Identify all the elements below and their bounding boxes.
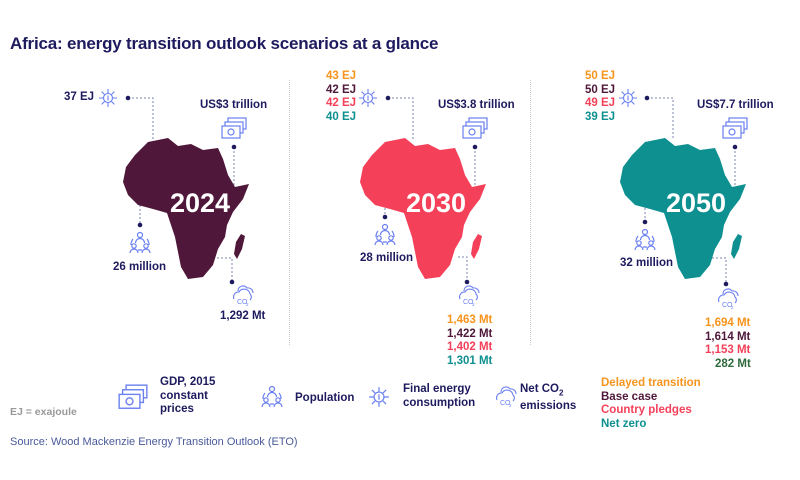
sun-energy-icon [358, 88, 378, 108]
scenario-country-pledges: Country pledges [601, 404, 692, 416]
energy-value: 37 EJ [64, 91, 95, 103]
legend-population: Population [295, 392, 355, 404]
emissions-values: 1,292 Mt [220, 310, 265, 324]
legend-emissions-text: Net CO [520, 383, 559, 395]
sun-energy-icon [618, 88, 638, 108]
energy-value-pledges: 49 EJ [585, 97, 616, 109]
energy-value-base: 50 EJ [585, 83, 616, 96]
year-label: 2050 [665, 188, 727, 218]
energy-value-base: 42 EJ [326, 83, 357, 96]
energy-value-net-zero: 39 EJ [585, 110, 616, 123]
gdp-value: US$7.7 trillion [697, 99, 774, 111]
gdp-value: US$3 trillion [200, 99, 268, 111]
legend-energy-line: consumption [403, 396, 476, 409]
population-value: 28 million [360, 252, 414, 264]
emissions-value-delayed: 1,694 Mt [705, 317, 751, 329]
energy-value-pledges: 42 EJ [326, 97, 357, 109]
scenario-delayed-transition: Delayed transition [601, 377, 701, 389]
legend-emissions-line: emissions [520, 399, 577, 412]
emissions-value-pledges: 1,402 Mt [447, 341, 493, 353]
population-icon [129, 231, 151, 255]
legend-gdp-line: GDP, 2015 [160, 376, 216, 388]
co2-cloud-icon [230, 285, 254, 307]
energy-values: 50 EJ 50 EJ 49 EJ 39 EJ [585, 70, 615, 124]
population-icon [634, 228, 656, 252]
population-value: 32 million [620, 257, 674, 269]
year-label: 2030 [405, 188, 467, 218]
panel-divider [530, 80, 531, 345]
legend-gdp-line: constant [160, 389, 208, 402]
emissions-value-pledges: 1,153 Mt [705, 344, 751, 356]
year-label: 2024 [169, 188, 231, 218]
ej-note: EJ = exajoule [10, 406, 77, 418]
emissions-value-base: 1,422 Mt [447, 327, 493, 340]
scenario-legend: Delayed transition Base case Country ple… [601, 377, 701, 431]
energy-values: 43 EJ 42 EJ 42 EJ 40 EJ [326, 70, 356, 124]
subscript: 2 [558, 388, 564, 398]
emissions-values: 1,694 Mt 1,614 Mt 1,153 Mt 282 Mt [705, 317, 751, 371]
money-icon [221, 117, 247, 143]
legend-gdp-line: prices [160, 403, 194, 415]
population-value: 26 million [113, 261, 167, 273]
page-title: Africa: energy transition outlook scenar… [10, 34, 439, 53]
scenario-base-case: Base case [601, 390, 658, 403]
emissions-value: 1,292 Mt [220, 310, 266, 322]
emissions-value-delayed: 1,463 Mt [447, 314, 493, 326]
energy-value-net-zero: 40 EJ [326, 110, 357, 123]
energy-values: 37 EJ [64, 91, 94, 105]
money-icon [462, 117, 488, 143]
co2-cloud-icon [715, 288, 739, 310]
sun-energy-icon [368, 386, 390, 408]
scenario-net-zero: Net zero [601, 417, 647, 430]
sun-energy-icon [98, 88, 118, 108]
emissions-values: 1,463 Mt 1,422 Mt 1,402 Mt 1,301 Mt [447, 314, 492, 368]
legend-emissions: Net CO2 emissions [520, 383, 576, 413]
energy-value-delayed: 50 EJ [585, 70, 616, 82]
money-icon [118, 384, 148, 414]
emissions-value-net-zero: 282 Mt [715, 357, 751, 370]
emissions-value-base: 1,614 Mt [705, 330, 751, 343]
co2-cloud-icon [456, 285, 480, 307]
legend-energy-line: Final energy [403, 383, 471, 395]
legend-energy: Final energy consumption [403, 383, 475, 410]
money-icon [722, 117, 748, 143]
legend-gdp: GDP, 2015 constant prices [160, 376, 215, 417]
population-icon [374, 223, 396, 247]
co2-cloud-icon [493, 386, 517, 408]
source-note: Source: Wood Mackenzie Energy Transition… [10, 436, 298, 448]
energy-value-delayed: 43 EJ [326, 70, 357, 82]
gdp-value: US$3.8 trillion [438, 99, 515, 111]
emissions-value-net-zero: 1,301 Mt [447, 354, 493, 367]
population-icon [261, 385, 283, 409]
panel-divider [289, 80, 290, 345]
